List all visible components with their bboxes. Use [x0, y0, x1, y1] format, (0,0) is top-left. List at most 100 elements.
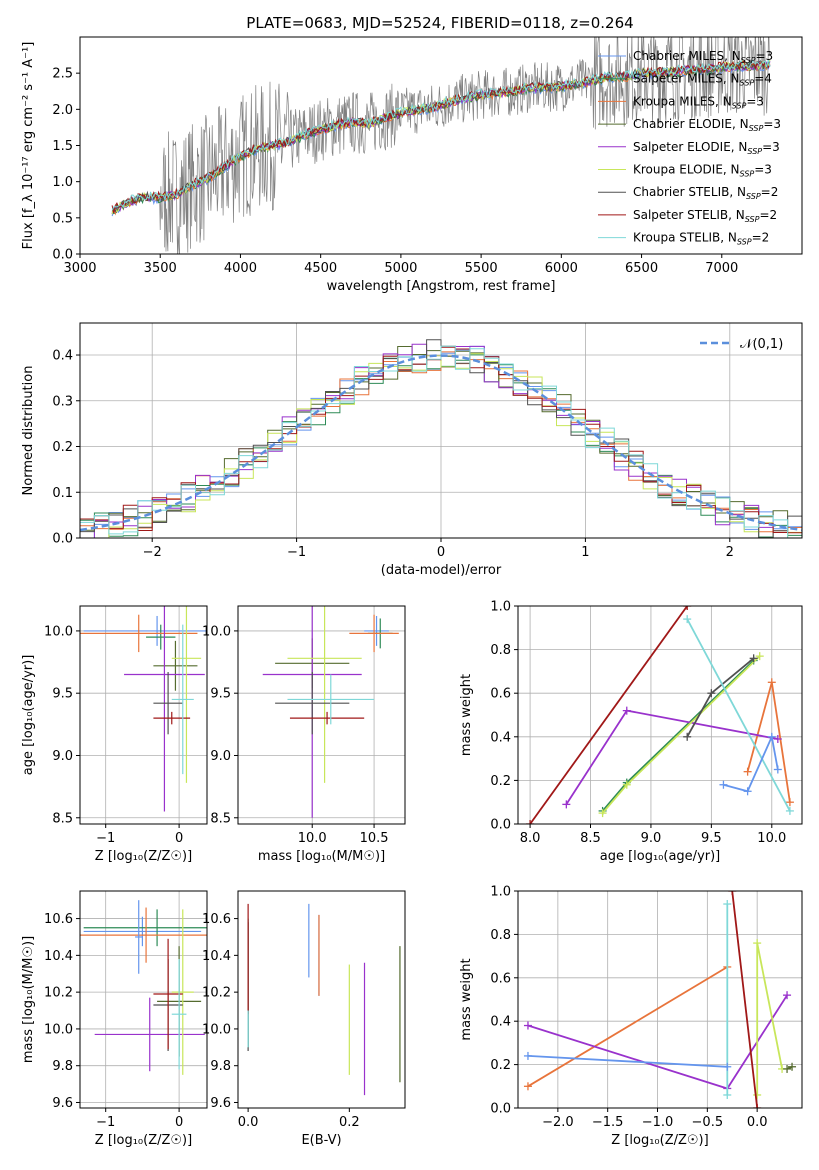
y-tick-label: 0.4 [52, 349, 73, 364]
y-tick-label: 10.0 [44, 1022, 73, 1037]
y-tick-label: 1.5 [52, 139, 73, 154]
y-tick-label: 0.3 [52, 394, 73, 409]
x-axis-label: Z [log₁₀(Z/Z☉)] [95, 849, 192, 864]
data-point [83, 916, 202, 947]
histogram-8 [80, 345, 802, 538]
y-tick-label: 0.2 [490, 774, 511, 789]
data-point [171, 909, 194, 1075]
data-point [287, 606, 362, 783]
weight-line [731, 891, 759, 1108]
y-tick-label: 9.8 [52, 1059, 73, 1074]
y-tick-label: 9.0 [52, 749, 73, 764]
y-tick-label: 9.6 [52, 1096, 73, 1111]
x-tick-label: −1.5 [592, 1115, 624, 1130]
weight-marker [753, 939, 762, 948]
panel-spectrum: 3000 3500 4000 4500 5000 5500 6000 6500 7000 0.0 0… [21, 36, 803, 294]
data-point [83, 615, 207, 646]
y-tick-label: 9.8 [210, 1059, 231, 1074]
y-tick-label: 8.5 [52, 811, 73, 826]
panel-mass_vs_Z: −1 0 9.6 9.8 10.0 10.2 10.4 10.6 Z [log₁₀(Z/Z☉)]… [21, 890, 208, 1148]
x-tick-label: 3000 [63, 261, 96, 276]
x-tick-label: 5000 [384, 261, 417, 276]
y-axis-label: age [log₁₀(age/yr)] [21, 655, 36, 776]
data-point [171, 624, 194, 775]
data-point [275, 672, 350, 735]
weight-marker [755, 652, 764, 661]
plot-area [526, 606, 794, 824]
plot-area [80, 900, 207, 1075]
y-tick-label: 9.5 [52, 687, 73, 702]
data-point [153, 640, 198, 691]
axes-frame [79, 605, 208, 825]
x-tick-label: −2.0 [542, 1115, 574, 1130]
axes-frame [517, 890, 803, 1109]
x-axis-label: E(B-V) [301, 1133, 341, 1148]
legend-entry: Kroupa ELODIE, NSSP=3 [633, 163, 772, 179]
x-axis-label: Z [log₁₀(Z/Z☉)] [611, 1133, 708, 1148]
x-tick-label: −1.0 [642, 1115, 674, 1130]
weight-marker [749, 654, 758, 663]
y-tick-label: 10.0 [202, 1022, 231, 1037]
y-tick-label: 0.4 [490, 730, 511, 745]
y-axis-label: mass weight [459, 958, 474, 1040]
weight-marker [723, 900, 732, 909]
y-tick-label: 0.5 [52, 211, 73, 226]
data-point [349, 614, 399, 653]
weight-marker [723, 1090, 732, 1099]
legend-entry: Chabrier MILES, NSSP=3 [633, 49, 773, 65]
y-axis-label: mass [log₁₀(M/M☉)] [21, 936, 36, 1063]
x-tick-label: 9.5 [701, 831, 722, 846]
x-tick-label: 10.5 [360, 831, 389, 846]
model-spectrum-8 [111, 58, 771, 211]
plot-area [523, 891, 797, 1108]
y-tick-label: 0.0 [52, 248, 73, 263]
weight-marker [683, 732, 692, 741]
data-point [289, 711, 365, 725]
y-tick-label: 2.5 [52, 67, 73, 82]
x-tick-label: 1 [581, 545, 589, 560]
plot-area [80, 606, 207, 812]
x-tick-label: 4500 [304, 261, 337, 276]
x-axis-label: Z [log₁₀(Z/Z☉)] [95, 1133, 192, 1148]
y-tick-label: 0.0 [52, 532, 73, 547]
axes-frame [79, 890, 208, 1109]
weight-marker [683, 615, 692, 624]
weight-marker [707, 689, 716, 698]
x-axis-label: wavelength [Angstrom, rest frame] [327, 279, 556, 294]
weight-marker [622, 706, 631, 715]
legend-entry: 𝒩(0,1) [740, 337, 783, 352]
x-axis-label: age [log₁₀(age/yr)] [600, 849, 721, 864]
weight-marker [728, 891, 737, 895]
y-tick-label: 2.0 [52, 103, 73, 118]
x-tick-label: 10.0 [298, 831, 327, 846]
y-tick-label: 0.0 [490, 818, 511, 833]
y-tick-label: 0.2 [490, 1058, 511, 1073]
y-tick-label: 9.0 [210, 749, 231, 764]
y-axis-label: Normed distribution [21, 366, 36, 496]
weight-marker [723, 1062, 732, 1071]
weight-line [723, 733, 779, 793]
data-point [287, 674, 375, 725]
panel-weight_vs_Z: −2.0 −1.5 −1.0 −0.5 0.0 0.0 0.2 0.4 0.6 0.8 1.0 Z [… [459, 885, 803, 1148]
x-axis-label: mass [log₁₀(M/M☉)] [258, 849, 385, 864]
axes-frame [517, 605, 803, 825]
legend-entry: Chabrier ELODIE, NSSP=3 [633, 117, 781, 133]
legend-entry: Salpeter STELIB, NSSP=2 [633, 208, 777, 224]
y-tick-label: 0.4 [490, 1015, 511, 1030]
y-tick-label: 0.0 [490, 1102, 511, 1117]
y-tick-label: 9.5 [210, 687, 231, 702]
data-point [124, 606, 205, 812]
y-tick-label: 10.6 [202, 912, 231, 927]
y-tick-label: 9.6 [210, 1096, 231, 1111]
x-tick-label: −0.5 [692, 1115, 724, 1130]
data-point [171, 959, 187, 1070]
y-tick-label: 1.0 [490, 885, 511, 900]
weight-marker [683, 606, 692, 610]
y-tick-label: 0.2 [52, 440, 73, 455]
panel-age_vs_Z: −1 0 8.5 9.0 9.5 10.0 Z [log₁₀(Z/Z☉)] age [log₁… [21, 605, 208, 864]
data-point [80, 614, 198, 653]
data-point [80, 907, 207, 963]
plot-area [247, 903, 401, 1096]
y-tick-label: 1.0 [52, 175, 73, 190]
data-point [153, 672, 183, 735]
